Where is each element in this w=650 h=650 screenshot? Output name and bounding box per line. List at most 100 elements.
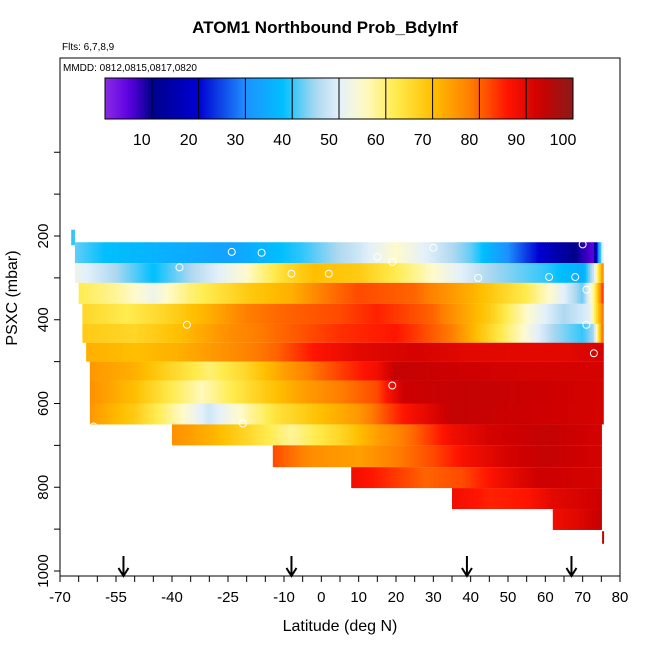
heatmap-cell xyxy=(302,445,306,468)
heatmap-cell xyxy=(536,467,539,489)
heatmap-cell xyxy=(302,361,306,381)
heatmap-cell xyxy=(368,380,371,404)
heatmap-cell xyxy=(328,342,332,362)
heatmap-cell xyxy=(175,303,179,324)
heatmap-cell xyxy=(459,445,462,468)
heatmap-cell xyxy=(521,403,524,425)
heatmap-cell xyxy=(112,263,115,283)
heatmap-cell xyxy=(491,263,494,283)
heatmap-cell xyxy=(358,303,362,324)
heatmap-cell xyxy=(93,342,97,362)
heatmap-cell xyxy=(369,445,373,468)
heatmap-cell xyxy=(211,282,214,304)
heatmap-cell xyxy=(461,403,464,425)
heatmap-cell xyxy=(207,361,210,381)
heatmap-cell xyxy=(261,263,265,283)
heatmap-cell xyxy=(493,242,496,264)
heatmap-cell xyxy=(237,282,240,304)
heatmap-cell xyxy=(442,303,446,324)
heatmap-cell xyxy=(597,445,601,468)
heatmap-cell xyxy=(494,467,498,489)
heatmap-cell xyxy=(86,263,89,283)
heatmap-cell xyxy=(517,403,520,425)
heatmap-cell xyxy=(147,282,151,304)
heatmap-cell xyxy=(448,303,451,324)
heatmap-cell xyxy=(511,323,515,343)
heatmap-cell xyxy=(474,403,477,425)
heatmap-cell xyxy=(265,303,268,324)
heatmap-cell xyxy=(498,263,502,283)
heatmap-cell xyxy=(455,445,459,468)
heatmap-cell xyxy=(248,380,251,404)
heatmap-cell xyxy=(190,263,194,283)
heatmap-cell xyxy=(298,342,302,362)
heatmap-cell xyxy=(99,361,102,381)
heatmap-cell xyxy=(140,323,143,343)
heatmap-cell xyxy=(521,242,524,264)
heatmap-cell xyxy=(550,282,554,304)
heatmap-cell xyxy=(298,303,302,324)
heatmap-cell xyxy=(97,361,100,381)
heatmap-cell xyxy=(319,303,322,324)
heatmap-cell xyxy=(289,242,293,264)
heatmap-cell xyxy=(586,467,589,489)
heatmap-cell xyxy=(308,445,311,468)
heatmap-cell xyxy=(381,424,384,446)
heatmap-cell xyxy=(108,342,111,362)
heatmap-cell xyxy=(465,263,468,283)
heatmap-cell xyxy=(244,282,248,304)
heatmap-cell xyxy=(181,323,184,343)
heatmap-cell xyxy=(375,445,378,468)
heatmap-cell xyxy=(233,361,237,381)
heatmap-cell xyxy=(198,303,201,324)
heatmap-cell xyxy=(565,242,569,264)
heatmap-cell xyxy=(584,342,587,362)
x-tick-label: 20 xyxy=(388,589,405,606)
heatmap-cell xyxy=(556,380,559,404)
heatmap-cell xyxy=(319,380,322,404)
sample-point xyxy=(571,273,580,282)
heatmap-cell xyxy=(368,403,371,425)
flight-arrow xyxy=(285,556,298,578)
heatmap-cell xyxy=(420,467,423,489)
heatmap-cell xyxy=(239,361,242,381)
heatmap-cell xyxy=(549,282,552,304)
heatmap-cell xyxy=(530,488,533,510)
heatmap-cell xyxy=(297,323,300,343)
heatmap-cell xyxy=(480,303,483,324)
heatmap-cell xyxy=(558,342,561,362)
heatmap-cell xyxy=(506,424,509,446)
heatmap-cell xyxy=(158,403,162,425)
heatmap-cell xyxy=(151,303,154,324)
heatmap-cell xyxy=(541,380,545,404)
heatmap-cell xyxy=(144,361,147,381)
heatmap-cell xyxy=(168,263,171,283)
heatmap-cell xyxy=(173,342,177,362)
heatmap-cell xyxy=(340,323,343,343)
heatmap-cell xyxy=(537,445,541,468)
heatmap-cell xyxy=(235,242,238,264)
heatmap-cell xyxy=(222,242,225,264)
heatmap-cell xyxy=(147,380,151,404)
heatmap-cell xyxy=(562,263,565,283)
heatmap-cell xyxy=(448,380,451,404)
heatmap-cell xyxy=(382,467,386,489)
heatmap-cell xyxy=(136,282,139,304)
heatmap-cell xyxy=(592,342,595,362)
heatmap-cell xyxy=(353,445,356,468)
heatmap-cell xyxy=(425,242,429,264)
heatmap-cell xyxy=(239,403,242,425)
heatmap-cell xyxy=(470,242,474,264)
heatmap-cell xyxy=(403,303,406,324)
heatmap-cell xyxy=(366,282,369,304)
heatmap-cell xyxy=(168,303,171,324)
heatmap-cell xyxy=(427,342,431,362)
heatmap-cell xyxy=(369,467,373,489)
heatmap-cell xyxy=(336,242,339,264)
x-tick-label: -55 xyxy=(105,589,127,606)
heatmap-cell xyxy=(162,403,166,425)
heatmap-cell xyxy=(220,282,223,304)
heatmap-cell xyxy=(470,445,474,468)
heatmap-cell xyxy=(554,445,558,468)
heatmap-cell xyxy=(239,342,242,362)
